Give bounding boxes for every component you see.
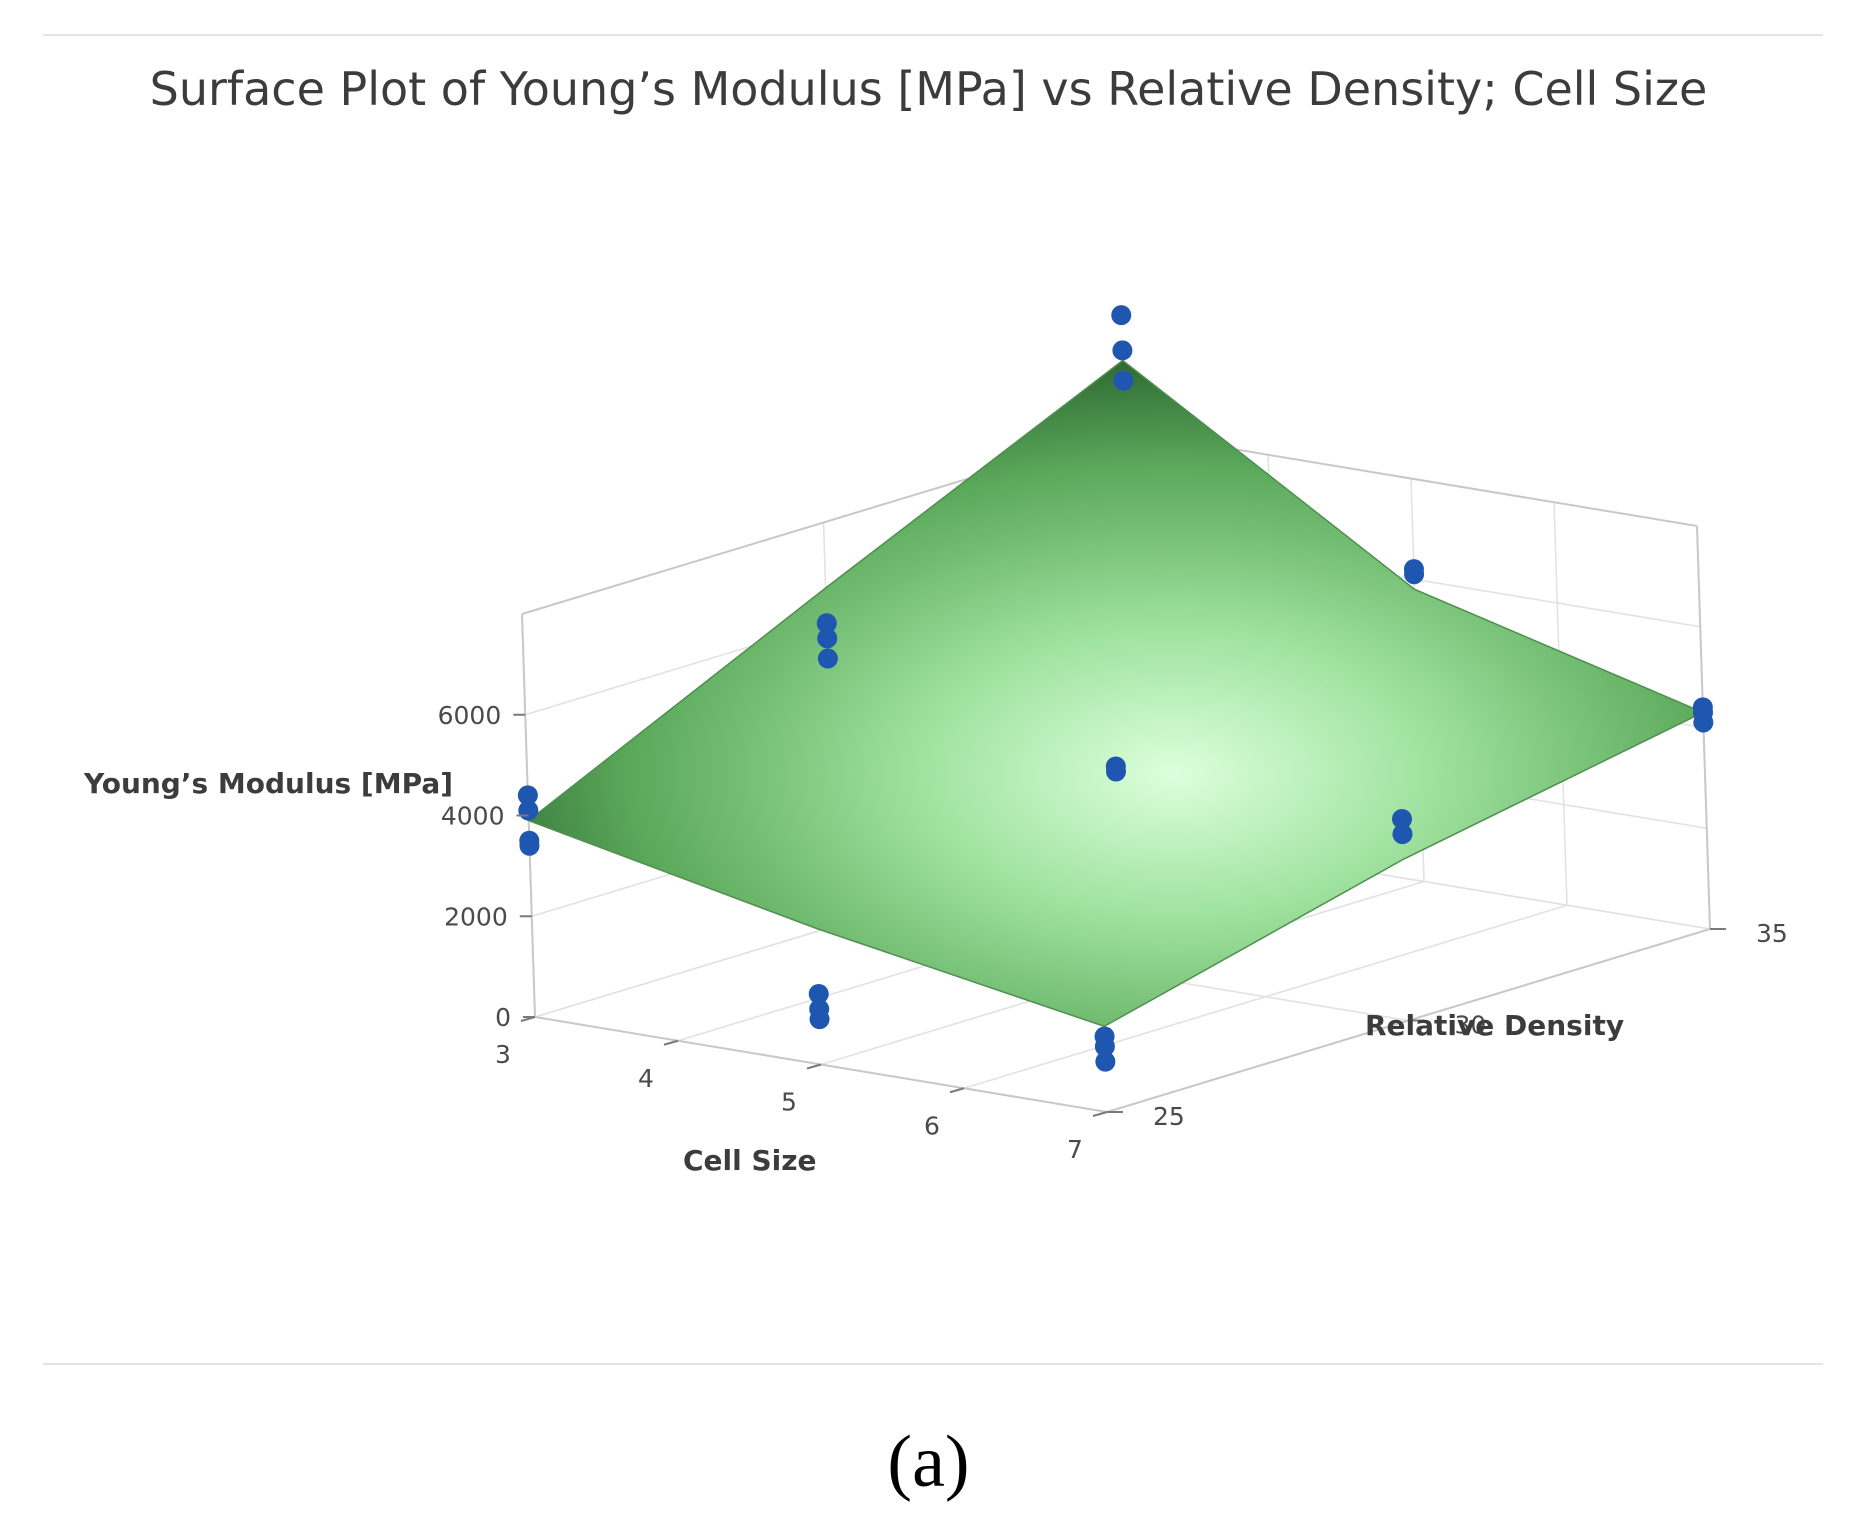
z-tick-label: 4000 xyxy=(441,802,505,831)
data-point xyxy=(1693,712,1714,733)
surface-patch xyxy=(527,359,1705,1028)
y-axis-label: Relative Density xyxy=(1365,1009,1624,1042)
data-point xyxy=(1113,370,1134,391)
x-tick-label: 7 xyxy=(1067,1135,1083,1164)
data-point xyxy=(817,648,838,669)
x-tick-label: 4 xyxy=(638,1064,654,1093)
top-divider xyxy=(43,34,1823,36)
data-point xyxy=(1095,1051,1116,1072)
x-tick-mark xyxy=(520,1016,536,1022)
data-point xyxy=(1392,824,1413,845)
data-point xyxy=(518,800,539,821)
data-point xyxy=(817,628,838,649)
chart-title: Surface Plot of Young’s Modulus [MPa] vs… xyxy=(149,62,1708,116)
data-point xyxy=(517,785,538,806)
y-tick-label: 30 xyxy=(1455,1011,1487,1040)
data-points xyxy=(517,305,1714,1072)
data-point xyxy=(1392,809,1412,829)
x-tick-mark xyxy=(663,1039,679,1046)
surface-plot: 0 2000 4000 6000 3 4 5 6 7 25 30 35 Young’s Modulus… xyxy=(83,305,1788,1177)
y-tick-label: 25 xyxy=(1153,1102,1185,1131)
data-point xyxy=(1106,761,1126,782)
data-point xyxy=(1112,340,1133,361)
panel-label: (a) xyxy=(887,1421,970,1503)
x-tick-label: 3 xyxy=(495,1040,511,1069)
data-point xyxy=(816,613,837,634)
z-tick-label: 6000 xyxy=(438,701,502,730)
data-point xyxy=(808,983,829,1004)
z-tick-label: 0 xyxy=(495,1003,511,1032)
x-tick-label: 5 xyxy=(781,1088,797,1117)
x-tick-mark xyxy=(949,1087,965,1094)
response-surface xyxy=(527,359,1705,1028)
z-axis-label: Young’s Modulus [MPa] xyxy=(83,767,453,800)
data-point xyxy=(519,835,540,856)
bottom-divider xyxy=(43,1363,1823,1365)
data-point xyxy=(1111,305,1132,326)
x-tick-mark xyxy=(1092,1111,1108,1117)
y-tick-label: 35 xyxy=(1756,919,1788,948)
data-point xyxy=(1404,564,1425,585)
tick-labels: 0 2000 4000 6000 3 4 5 6 7 25 30 35 xyxy=(438,701,1788,1164)
x-tick-label: 6 xyxy=(924,1111,940,1140)
x-axis-label: Cell Size xyxy=(683,1144,817,1177)
data-point xyxy=(1094,1036,1115,1057)
x-tick-mark xyxy=(806,1063,822,1070)
z-tick-label: 2000 xyxy=(444,902,508,931)
data-point xyxy=(809,1009,830,1030)
